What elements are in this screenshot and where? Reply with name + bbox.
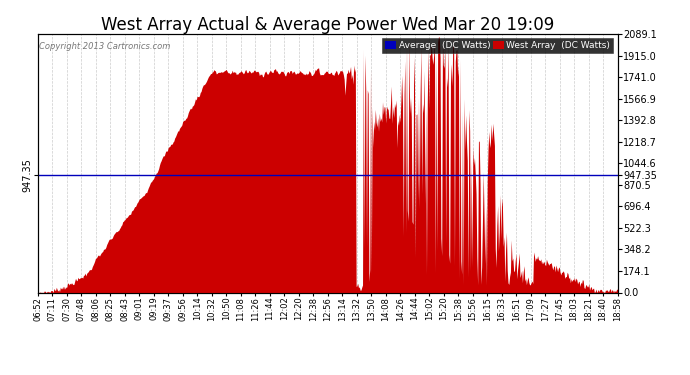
Title: West Array Actual & Average Power Wed Mar 20 19:09: West Array Actual & Average Power Wed Ma… [101,16,554,34]
Legend: Average  (DC Watts), West Array  (DC Watts): Average (DC Watts), West Array (DC Watts… [382,38,613,53]
Text: Copyright 2013 Cartronics.com: Copyright 2013 Cartronics.com [39,42,170,51]
